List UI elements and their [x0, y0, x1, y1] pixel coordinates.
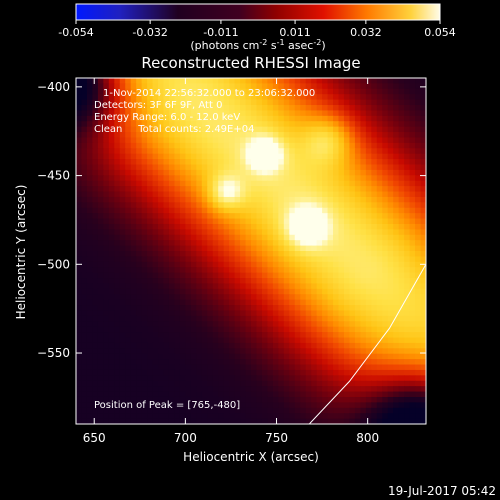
info-overlay: 1-Nov-2014 22:56:32.000 to 23:06:32.000 …: [94, 88, 315, 411]
colorbar-tick-label: -0.032: [132, 26, 167, 39]
y-tick-label: −400: [37, 80, 70, 94]
peak-position-label: Position of Peak = [765,-480]: [94, 400, 240, 411]
info-clean-counts: Clean Total counts: 2.49E+04: [94, 124, 254, 135]
y-tick-label: −500: [37, 257, 70, 271]
colorbar-tick-label: -0.011: [203, 26, 238, 39]
colorbar-tick-label: 0.054: [424, 26, 456, 39]
x-axis-label: Heliocentric X (arcsec): [183, 450, 319, 464]
colorbar-tick-label: -0.054: [58, 26, 93, 39]
solar-limb-line: [308, 264, 426, 424]
y-tick-label: −550: [37, 346, 70, 360]
y-axis-label: Heliocentric Y (arcsec): [14, 185, 28, 320]
plot-frame: [75, 77, 427, 425]
colorbar-ticks: -0.054 -0.032 -0.011 0.011 0.032 0.054: [58, 20, 456, 39]
image-area: [76, 78, 426, 424]
x-tick-label: 700: [174, 431, 197, 445]
timestamp: 19-Jul-2017 05:42: [388, 484, 496, 498]
colorbar-gradient: [75, 3, 441, 21]
info-time-range: 1-Nov-2014 22:56:32.000 to 23:06:32.000: [103, 88, 315, 99]
colorbar-tick-label: 0.011: [279, 26, 311, 39]
info-energy-range: Energy Range: 6.0 - 12.0 keV: [94, 112, 240, 123]
x-tick-label: 650: [83, 431, 106, 445]
colorbar-tick-label: 0.032: [350, 26, 382, 39]
axis-ticks: 650 700 750 800 −400 −450 −500 −550: [37, 78, 426, 445]
chart-title: Reconstructed RHESSI Image: [141, 54, 360, 72]
x-tick-label: 750: [265, 431, 288, 445]
colorbar: -0.054 -0.032 -0.011 0.011 0.032 0.054 (photo…: [58, 3, 456, 52]
colorbar-units: (photons cm-2 s-1 asec-2): [190, 38, 325, 52]
x-tick-label: 800: [356, 431, 379, 445]
heatmap-cells: [76, 78, 426, 424]
y-tick-label: −450: [37, 169, 70, 183]
info-detectors: Detectors: 3F 6F 9F, Att 0: [94, 100, 222, 111]
